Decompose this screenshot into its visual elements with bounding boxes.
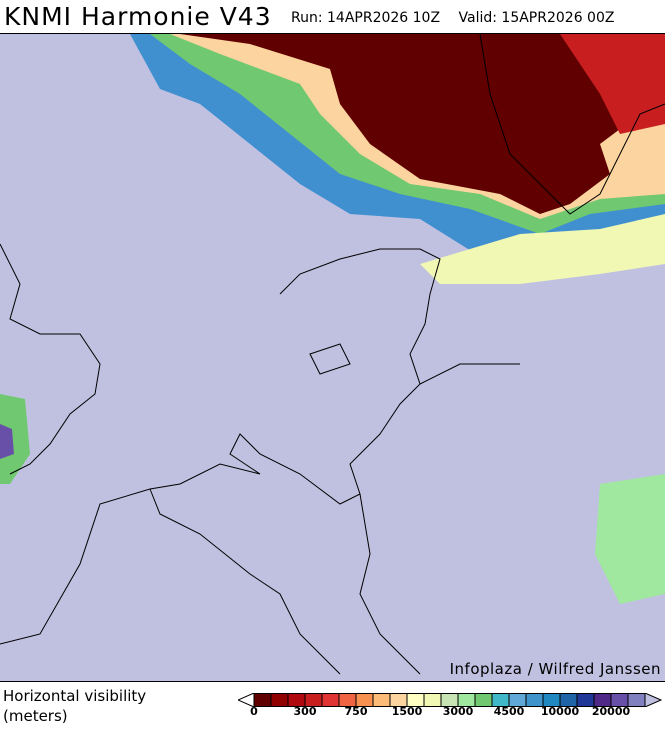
legend-label-line1: Horizontal visibility <box>3 687 147 705</box>
fog-dense-east <box>560 34 665 134</box>
colorbar-swatch <box>627 693 646 707</box>
colorbar-tick-label: 3000 <box>442 705 474 718</box>
colorbar-tick-label: 10000 <box>540 705 580 718</box>
colorbar-tick-label: 20000 <box>591 705 631 718</box>
credit-text: Infoplaza / Wilfred Janssen <box>449 660 661 678</box>
colorbar-tick-label: 0 <box>250 705 258 718</box>
coastlines <box>0 33 665 675</box>
colorbar-swatch <box>474 693 493 707</box>
colorbar-tick-label: 300 <box>293 705 317 718</box>
colorbar-tick-label: 4500 <box>493 705 525 718</box>
run-info: Run: 14APR2026 10Z Valid: 15APR2026 00Z <box>291 10 628 26</box>
fog-west <box>0 394 30 484</box>
fog-coastal <box>420 214 665 284</box>
colorbar-swatch <box>423 693 442 707</box>
colorbar-tick-label: 750 <box>344 705 368 718</box>
fog-southeast <box>595 474 665 604</box>
legend-label-line2: (meters) <box>3 707 68 725</box>
legend-label: Horizontal visibility (meters) <box>3 686 146 726</box>
colorbar-swatch <box>270 693 289 707</box>
colorbar-swatch <box>321 693 340 707</box>
run-time: Run: 14APR2026 10Z <box>291 10 441 26</box>
colorbar-over-arrow <box>644 693 663 707</box>
fog-west-core <box>0 424 14 459</box>
chart-title: KNMI Harmonie V43 <box>4 2 272 31</box>
colorbar-tick-label: 1500 <box>391 705 423 718</box>
colorbar <box>238 693 663 707</box>
map-canvas <box>0 33 665 681</box>
visibility-map <box>0 33 665 682</box>
valid-time: Valid: 15APR2026 00Z <box>458 10 615 26</box>
colorbar-swatch <box>372 693 391 707</box>
